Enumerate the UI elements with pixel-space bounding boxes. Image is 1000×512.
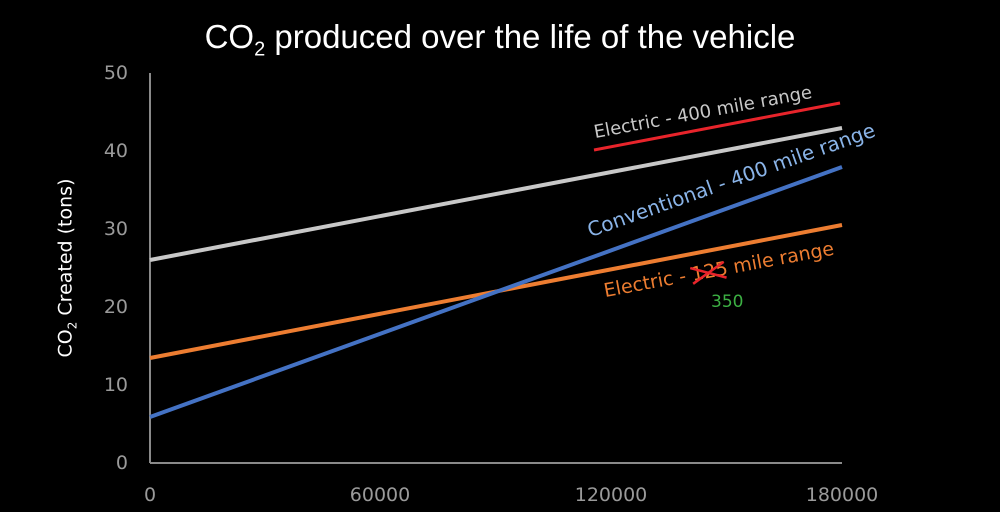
- y-tick: 40: [103, 140, 128, 162]
- chart-title: CO2 produced over the life of the vehicl…: [204, 18, 796, 61]
- strikethrough-mark: [593, 101, 841, 152]
- cross-out-icon: [690, 260, 728, 285]
- y-tick: 10: [103, 374, 128, 396]
- x-tick: 60000: [349, 484, 411, 506]
- series-electric-400-line: [149, 126, 843, 262]
- x-tick: 0: [143, 484, 157, 506]
- y-tick: 0: [115, 452, 128, 474]
- y-tick: 20: [103, 296, 128, 318]
- annotation-electric-range: Electric - 125 mile range: [601, 237, 836, 302]
- y-tick: 30: [103, 218, 128, 240]
- struck-value: 125: [690, 257, 730, 285]
- series-conventional-line: [149, 165, 843, 419]
- x-tick: 180000: [805, 484, 879, 506]
- y-tick: 50: [103, 62, 128, 84]
- annotation-350: 350: [711, 292, 744, 312]
- x-tick: 120000: [574, 484, 648, 506]
